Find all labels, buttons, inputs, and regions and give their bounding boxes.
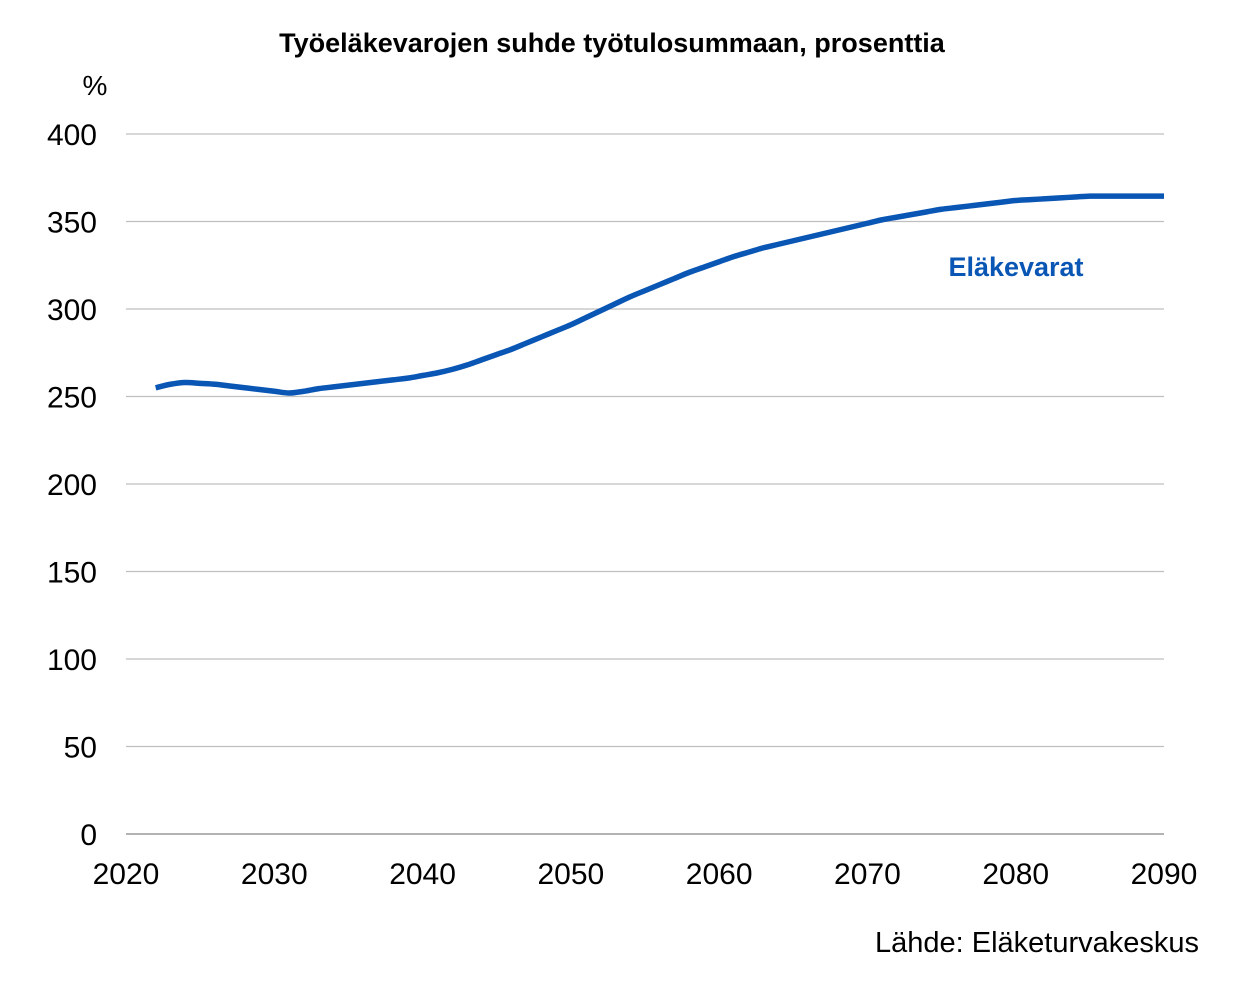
y-tick-label: 100 (47, 644, 97, 677)
gridlines (126, 133, 1164, 835)
x-tick-label: 2090 (1131, 858, 1198, 891)
y-tick-label: 150 (47, 557, 97, 590)
y-tick-label: 250 (47, 382, 97, 415)
y-tick-label: 200 (47, 469, 97, 502)
x-tick-label: 2050 (537, 858, 604, 891)
x-tick-label: 2070 (834, 858, 901, 891)
source-note: Lähde: Eläketurvakeskus (875, 927, 1199, 959)
y-tick-label: 400 (47, 119, 97, 152)
y-tick-label: 350 (47, 207, 97, 240)
x-tick-label: 2030 (241, 858, 308, 891)
chart-title: Työeläkevarojen suhde työtulosummaan, pr… (279, 28, 946, 58)
y-tick-label: 300 (47, 294, 97, 327)
y-axis-unit: % (83, 70, 108, 101)
series-label-elakevarat: Eläkevarat (948, 252, 1083, 282)
x-tick-label: 2080 (982, 858, 1049, 891)
x-tick-label: 2060 (686, 858, 753, 891)
series-line-0 (155, 193, 1164, 396)
x-tick-label: 2020 (93, 858, 160, 891)
y-tick-label: 50 (64, 732, 97, 765)
y-tick-label: 0 (80, 819, 97, 852)
series-lines (155, 193, 1164, 396)
y-axis-ticks: 0 50 100 150 200 250 300 350 400 (47, 119, 97, 852)
x-axis-ticks: 2020 2030 2040 2050 2060 2070 2080 2090 (93, 858, 1198, 891)
x-tick-label: 2040 (389, 858, 456, 891)
